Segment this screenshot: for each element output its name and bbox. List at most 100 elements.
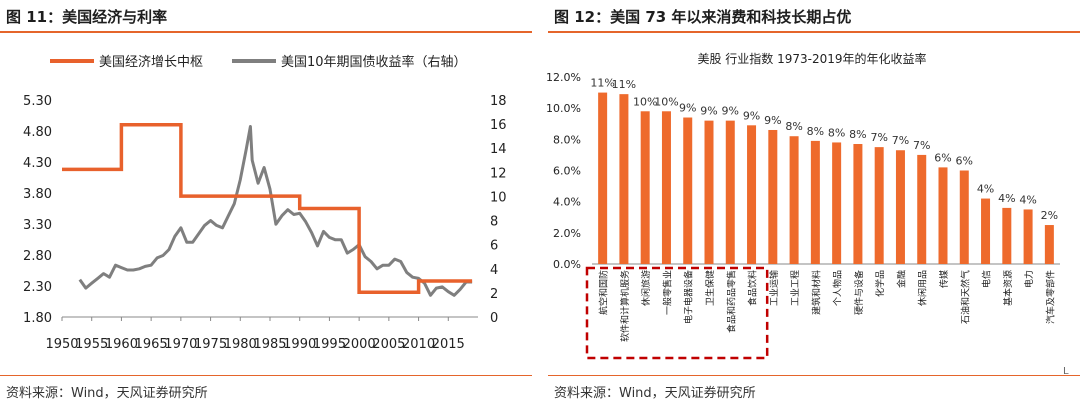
category-label: 硬件与设备 <box>853 270 865 315</box>
bar <box>938 167 948 264</box>
left-source-rule <box>0 375 532 376</box>
data-label: 9% <box>722 105 739 118</box>
y-right-tick-label: 18 <box>490 94 507 109</box>
y-tick-label: 6.0% <box>553 165 581 178</box>
x-tick-label: 1995 <box>313 337 346 352</box>
y-right-tick-label: 10 <box>490 190 507 205</box>
category-label: 基本资源 <box>1002 270 1014 306</box>
x-tick-label: 1960 <box>105 337 138 352</box>
data-label: 7% <box>892 134 909 147</box>
bar <box>895 150 905 264</box>
data-label: 10% <box>633 95 657 108</box>
data-label: 8% <box>785 120 802 133</box>
bar <box>747 125 757 264</box>
bar <box>640 111 650 265</box>
y-left-tick-label: 4.30 <box>23 156 52 171</box>
left-title-rule <box>0 31 532 33</box>
x-tick-label: 1950 <box>45 337 78 352</box>
bar <box>619 94 629 265</box>
category-label: 工业运输 <box>768 270 780 306</box>
data-label: 8% <box>807 125 824 138</box>
data-label: 4% <box>977 183 994 196</box>
category-label: 汽车及零部件 <box>1044 270 1056 324</box>
x-tick-label: 1965 <box>135 337 168 352</box>
category-label: 电子电器设备 <box>683 270 695 324</box>
y-right-tick-label: 4 <box>490 263 498 278</box>
bar <box>661 111 671 265</box>
category-label: 金融 <box>895 270 907 288</box>
y-tick-label: 12.0% <box>546 71 581 84</box>
right-figure-title: 图 12：美国 73 年以来消费和科技长期占优 <box>554 8 852 26</box>
category-label: 传媒 <box>938 270 950 288</box>
right-panel: 图 12：美国 73 年以来消费和科技长期占优 美股 行业指数 1973-201… <box>546 0 1080 409</box>
category-label: 个人物品 <box>832 270 844 306</box>
category-label: 航空和国防 <box>598 270 610 315</box>
y-tick-label: 0.0% <box>553 258 581 271</box>
legend-label-growth: 美国经济增长中枢 <box>99 55 203 70</box>
y-left-tick-label: 3.30 <box>23 218 52 233</box>
category-label: 电信 <box>981 270 993 288</box>
data-label: 11% <box>590 77 614 90</box>
y-tick-label: 4.0% <box>553 196 581 209</box>
left-panel: 图 11：美国经济与利率 美国经济增长中枢 美国10年期国债收益率（右轴） 1950… <box>0 0 532 409</box>
category-label: 电力 <box>1023 270 1035 288</box>
category-label: 化学品 <box>874 270 886 297</box>
left-figure-title: 图 11：美国经济与利率 <box>6 8 168 26</box>
y-right-tick-label: 0 <box>490 311 498 326</box>
data-label: 9% <box>764 114 781 127</box>
bar <box>874 147 884 264</box>
data-label: 4% <box>998 192 1015 205</box>
bar <box>1023 209 1033 264</box>
bar <box>853 144 863 264</box>
y-right-tick-label: 16 <box>490 118 507 133</box>
y-left-tick-label: 5.30 <box>23 94 52 109</box>
bar <box>1044 225 1054 264</box>
bar <box>704 120 714 264</box>
bar <box>959 170 969 264</box>
data-label: 10% <box>654 95 678 108</box>
x-tick-label: 2015 <box>432 337 465 352</box>
category-label: 食品饮料 <box>747 270 759 306</box>
y-left-tick-label: 3.80 <box>23 187 52 202</box>
data-label: 9% <box>700 105 717 118</box>
bar <box>725 120 735 264</box>
bar <box>768 129 778 264</box>
bar <box>810 140 820 264</box>
series-line-treasury-yield <box>78 125 473 297</box>
x-tick-label: 1975 <box>194 337 227 352</box>
y-left-tick-label: 2.30 <box>23 280 52 295</box>
data-label: 7% <box>913 139 930 152</box>
bar <box>917 154 927 264</box>
data-label: 9% <box>679 102 696 115</box>
y-left-tick-label: 1.80 <box>23 311 52 326</box>
data-label: 8% <box>828 126 845 139</box>
bar <box>1002 207 1012 264</box>
series-line-growth-center <box>62 123 473 294</box>
y-tick-label: 8.0% <box>553 133 581 146</box>
y-left-tick-label: 4.80 <box>23 125 52 140</box>
bar <box>789 136 799 264</box>
category-label: 休闲旅游 <box>640 270 652 306</box>
category-label: 一般零售业 <box>661 270 673 315</box>
bar <box>832 142 842 264</box>
data-label: 6% <box>934 151 951 164</box>
right-source-rule <box>548 375 1080 376</box>
data-label: 9% <box>743 109 760 122</box>
data-label: 4% <box>1019 193 1036 206</box>
data-label: 11% <box>612 78 636 91</box>
legend-label-yield: 美国10年期国债收益率（右轴） <box>281 54 467 70</box>
bar <box>683 117 693 265</box>
highlight-dashed-box <box>585 266 769 360</box>
y-left-tick-label: 2.80 <box>23 249 52 264</box>
y-right-tick-label: 14 <box>490 142 507 157</box>
right-title-rule <box>548 31 1080 33</box>
category-label: 工业工程 <box>790 270 801 306</box>
x-tick-label: 1955 <box>75 337 108 352</box>
y-right-tick-label: 12 <box>490 166 507 181</box>
y-right-tick-label: 6 <box>490 239 498 254</box>
category-label: 建筑和材料 <box>810 270 822 315</box>
left-source-note: 资料来源：Wind，天风证券研究所 <box>6 386 208 401</box>
chart-title: 美股 行业指数 1973-2019年的年化收益率 <box>697 51 926 66</box>
x-tick-label: 2000 <box>343 337 376 352</box>
